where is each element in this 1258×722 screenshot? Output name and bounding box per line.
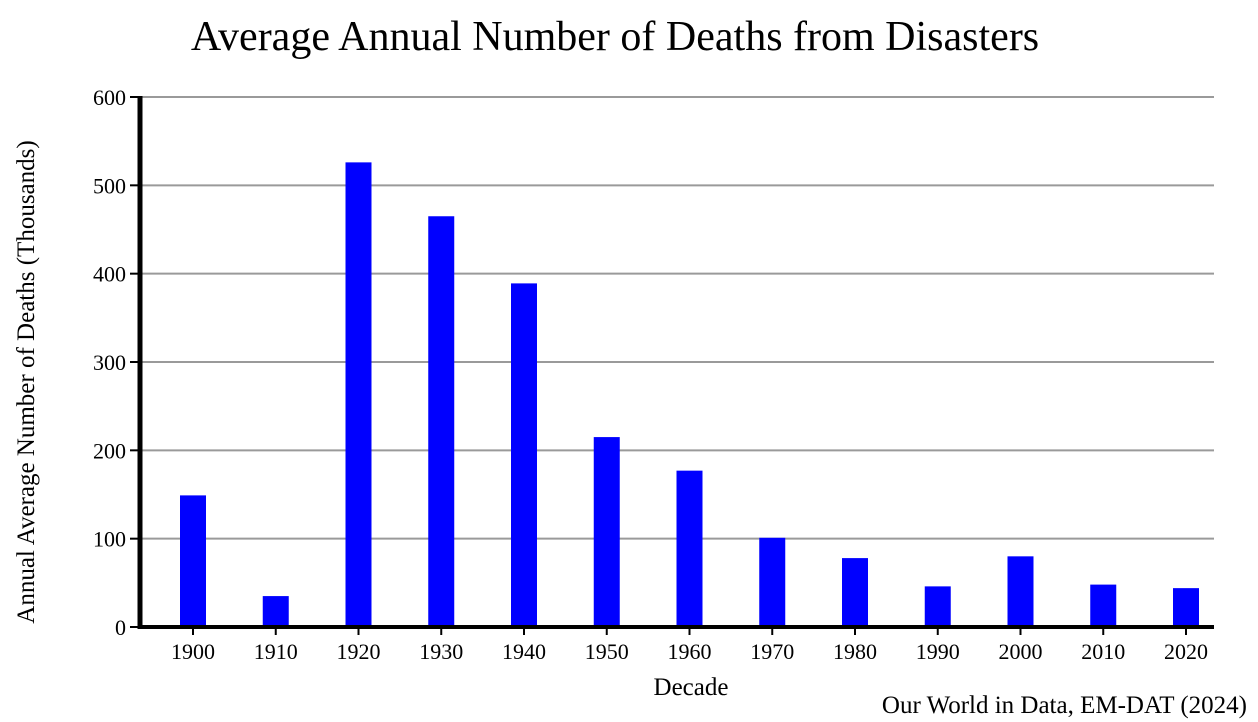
y-tick-label: 200 — [93, 438, 126, 463]
bar-1920 — [345, 162, 372, 627]
bars — [180, 162, 1199, 627]
y-tick-label: 500 — [93, 173, 126, 198]
bar-1990 — [924, 586, 951, 627]
x-tick-label: 1900 — [171, 639, 215, 664]
x-tick-label: 1970 — [750, 639, 794, 664]
bar-2010 — [1090, 584, 1117, 627]
y-axis-label: Annual Average Number of Deaths (Thousan… — [13, 140, 40, 623]
bar-1940 — [511, 283, 537, 627]
chart-title: Average Annual Number of Deaths from Dis… — [191, 14, 1039, 60]
x-tick-label: 1910 — [254, 639, 298, 664]
bar-1960 — [676, 470, 703, 627]
bar-1910 — [262, 596, 289, 627]
bar-1970 — [759, 537, 786, 627]
x-tick-label: 1980 — [833, 639, 877, 664]
x-tick-label: 2000 — [999, 639, 1043, 664]
bar-2020 — [1173, 588, 1199, 627]
gridlines — [140, 96, 1214, 540]
x-tick-label: 2020 — [1164, 639, 1208, 664]
bar-1980 — [842, 558, 868, 627]
x-tick-label: 1950 — [585, 639, 629, 664]
y-tick-label: 300 — [93, 350, 126, 375]
x-tick-label: 1960 — [668, 639, 712, 664]
x-tick-label: 2010 — [1081, 639, 1125, 664]
y-tick-label: 100 — [93, 527, 126, 552]
source-note: Our World in Data, EM-DAT (2024) — [882, 692, 1247, 719]
x-tick-label: 1930 — [419, 639, 463, 664]
y-tick-label: 0 — [115, 615, 126, 640]
y-tick-label: 400 — [93, 262, 126, 287]
bar-2000 — [1007, 556, 1034, 627]
x-tick-label: 1990 — [916, 639, 960, 664]
y-axis-ticks: 0 100 200 300 400 500 600 — [93, 85, 140, 640]
x-tick-label: 1940 — [502, 639, 546, 664]
bar-1950 — [593, 437, 620, 627]
bar-1900 — [180, 495, 206, 627]
bar-1930 — [428, 216, 455, 627]
x-axis-label: Decade — [654, 674, 729, 701]
y-tick-label: 600 — [93, 85, 126, 110]
x-tick-label: 1920 — [337, 639, 381, 664]
x-axis-ticks: 1900 1910 1920 1930 1940 1950 1960 1970 1980 1990… — [171, 627, 1208, 664]
